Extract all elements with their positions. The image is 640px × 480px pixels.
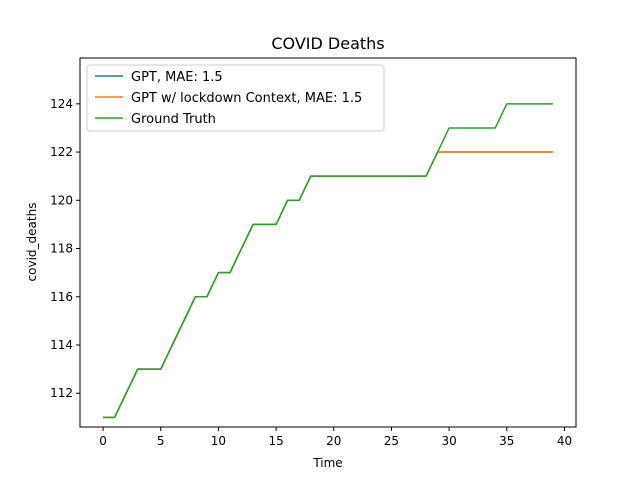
plot-frame <box>79 57 577 428</box>
series-line-2 <box>103 151 553 419</box>
x-tick-label: 20 <box>326 434 341 448</box>
y-tick-label: 114 <box>50 338 73 352</box>
x-tick-label: 25 <box>384 434 399 448</box>
x-tick-label: 40 <box>557 434 572 448</box>
x-tick-label: 30 <box>441 434 456 448</box>
x-axis-ticks: 0 5 10 15 20 25 30 35 40 <box>99 427 572 448</box>
series-line-1 <box>103 151 553 419</box>
plot-lines <box>103 103 553 419</box>
legend: GPT, MAE: 1.5 GPT w/ lockdown Context, MA… <box>86 64 385 132</box>
x-tick-label: 5 <box>157 434 165 448</box>
y-tick-label: 116 <box>50 290 73 304</box>
y-tick-label: 124 <box>50 97 73 111</box>
y-tick-label: 120 <box>50 193 73 207</box>
legend-label-3: Ground Truth <box>131 112 216 127</box>
x-tick-label: 35 <box>499 434 514 448</box>
legend-label-1: GPT, MAE: 1.5 <box>131 70 223 85</box>
legend-label-2: GPT w/ lockdown Context, MAE: 1.5 <box>131 91 362 106</box>
y-axis-label: covid_deaths <box>25 203 39 282</box>
y-tick-label: 112 <box>50 386 73 400</box>
x-tick-label: 15 <box>268 434 283 448</box>
chart-title: COVID Deaths <box>271 34 384 53</box>
y-axis-ticks: 112 114 116 118 120 122 124 <box>50 97 80 400</box>
x-axis-label: Time <box>312 456 342 470</box>
y-tick-label: 122 <box>50 145 73 159</box>
x-tick-label: 10 <box>211 434 226 448</box>
series-line-3 <box>103 103 553 419</box>
legend-frame <box>86 64 385 132</box>
y-tick-label: 118 <box>50 242 73 256</box>
x-tick-label: 0 <box>99 434 107 448</box>
